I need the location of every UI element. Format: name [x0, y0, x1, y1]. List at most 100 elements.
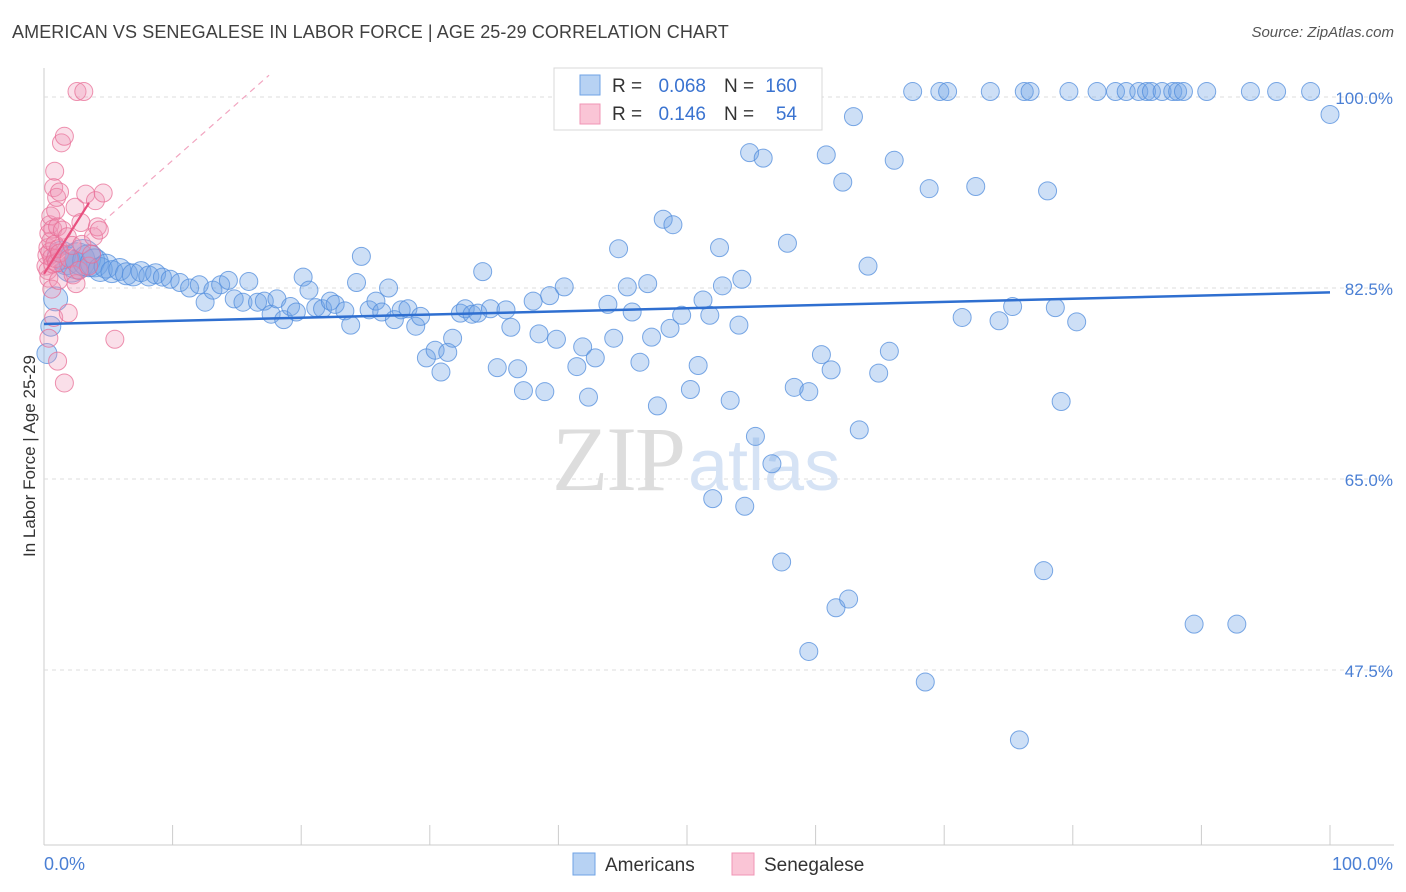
american-point	[1152, 82, 1172, 102]
american-point	[1087, 82, 1107, 102]
senegalese-point	[47, 187, 67, 207]
american-trend-line	[43, 291, 1331, 326]
american-point	[930, 82, 950, 102]
american-point	[411, 306, 431, 326]
american-point	[647, 396, 667, 416]
legend-r-label-2: R =	[612, 104, 642, 125]
y-tick-label: 65.0%	[1345, 471, 1393, 490]
senegalese-point	[89, 220, 109, 240]
american-point	[762, 454, 782, 474]
american-point	[653, 209, 673, 229]
senegalese-point	[48, 351, 68, 371]
american-point	[36, 342, 58, 364]
american-point	[638, 274, 658, 294]
american-point	[989, 311, 1009, 331]
bottom-legend-senegalese: Senegalese	[764, 855, 864, 876]
american-point	[523, 291, 543, 311]
legend-swatch-senegalese	[579, 103, 601, 125]
american-point	[816, 145, 836, 165]
american-point	[799, 382, 819, 402]
bottom-swatch-americans	[572, 852, 596, 876]
american-point	[351, 246, 371, 266]
legend-swatch-americans	[579, 74, 601, 96]
american-point	[858, 256, 878, 276]
american-point	[839, 589, 859, 609]
grid-lines	[44, 96, 1394, 671]
senegalese-point	[39, 328, 59, 348]
american-point	[1168, 82, 1188, 102]
american-point	[919, 179, 939, 199]
american-point	[720, 390, 740, 410]
american-point	[585, 348, 605, 368]
american-point	[299, 280, 319, 300]
american-point	[540, 286, 560, 306]
senegalese-point	[85, 191, 105, 211]
american-point	[884, 150, 904, 170]
american-point	[567, 357, 587, 377]
american-point	[1240, 82, 1260, 102]
senegalese-point	[74, 82, 94, 102]
american-point	[1184, 614, 1204, 634]
stats-legend: R = 0.068 N = 160 R = 0.146 N = 54	[553, 67, 823, 131]
american-point	[980, 82, 1000, 102]
series-legend: Americans Senegalese	[572, 852, 864, 876]
american-point	[239, 271, 259, 291]
american-point	[799, 641, 819, 661]
legend-r-value-1: 0.068	[658, 76, 706, 97]
american-point	[341, 315, 361, 335]
american-point	[630, 352, 650, 372]
american-point	[487, 358, 507, 378]
american-point	[777, 233, 797, 253]
american-point	[170, 273, 190, 293]
american-point	[1003, 297, 1023, 317]
american-point	[1045, 298, 1065, 318]
american-point	[1051, 392, 1071, 412]
y-tick-label: 82.5%	[1345, 280, 1393, 299]
legend-n-value-1: 160	[765, 76, 797, 97]
american-point	[1197, 82, 1217, 102]
american-point	[508, 359, 528, 379]
american-point	[680, 380, 700, 400]
american-point	[438, 342, 458, 362]
american-point	[1009, 730, 1029, 750]
senegalese-point	[93, 183, 113, 203]
american-point	[145, 263, 167, 285]
american-point	[554, 277, 574, 297]
senegalese-point	[54, 373, 74, 393]
american-point	[152, 267, 172, 287]
american-point	[1320, 104, 1340, 124]
american-point	[688, 355, 708, 375]
senegalese-trend-extension	[43, 74, 270, 275]
senegalese-point	[72, 234, 92, 254]
american-point	[218, 270, 238, 290]
american-point	[578, 387, 598, 407]
american-point	[501, 317, 521, 337]
american-point	[1137, 82, 1157, 102]
american-point	[1227, 614, 1247, 634]
chart-source: Source: ZipAtlas.com	[1251, 24, 1394, 41]
american-point	[903, 82, 923, 102]
american-point	[573, 337, 593, 357]
american-point	[753, 148, 773, 168]
senegalese-point	[50, 182, 70, 202]
american-point	[108, 257, 132, 281]
american-point	[1163, 82, 1183, 102]
american-point	[938, 82, 958, 102]
american-point	[849, 420, 869, 440]
senegalese-point	[54, 126, 74, 146]
bottom-swatch-senegalese	[731, 852, 755, 876]
american-point	[772, 552, 792, 572]
chart-title: AMERICAN VS SENEGALESE IN LABOR FORCE | …	[12, 22, 729, 42]
american-point	[529, 324, 549, 344]
american-point	[1141, 82, 1161, 102]
american-point	[660, 318, 680, 338]
american-point	[1067, 312, 1087, 332]
senegalese-point	[79, 256, 99, 276]
y-tick-label: 100.0%	[1335, 89, 1393, 108]
y-axis-tick-labels: 100.0% 82.5% 65.0% 47.5%	[1335, 89, 1393, 681]
american-point	[43, 286, 69, 312]
american-point	[535, 382, 555, 402]
american-point	[710, 238, 730, 258]
american-point	[1034, 561, 1054, 581]
american-point	[745, 426, 765, 446]
